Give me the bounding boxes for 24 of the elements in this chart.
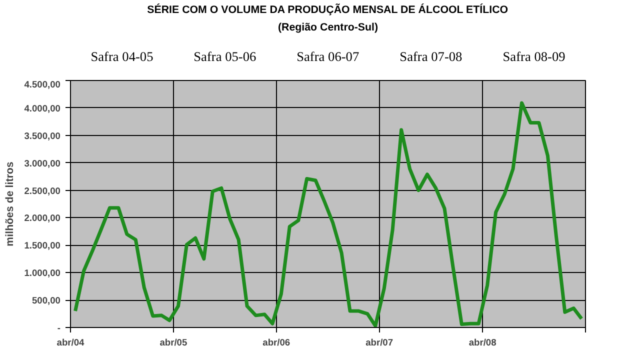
x-tick-label: abr/08 <box>468 338 496 348</box>
text: Safra 04-05 <box>90 49 154 64</box>
y-tick-label: 4.500,00 <box>24 80 60 90</box>
line-series <box>74 101 584 328</box>
y-tick-label: 4.000,00 <box>24 103 60 114</box>
y-tick-label: 500,00 <box>32 296 60 306</box>
y-tick-label: - <box>57 323 61 333</box>
text: Safra 05-06 <box>194 49 257 64</box>
x-tick-label: abr/04 <box>56 338 86 348</box>
x-tick-label: abr/05 <box>160 338 188 348</box>
x-tick-label: abr/06 <box>262 338 290 348</box>
text: Safra 07-08 <box>400 49 463 64</box>
x-tick-label: abr/07 <box>366 338 394 348</box>
y-tick-label: 3.500,00 <box>24 130 60 141</box>
chart-title: SÉRIE COM O VOLUME DA PRODUÇÃO MENSAL DE ÁLCOOL ETÍLICO <box>147 3 508 16</box>
chart-subtitle: (Região Centro-Sul) <box>278 22 378 34</box>
y-tick-label: 2.500,00 <box>24 186 60 196</box>
y-tick-label: 1.500,00 <box>24 240 60 251</box>
y-tick-label: 3.000,00 <box>24 158 60 168</box>
text: Safra 06-07 <box>296 49 360 64</box>
y-tick-label: 1.000,00 <box>24 268 60 278</box>
text: Safra 08-09 <box>502 49 566 64</box>
y-axis-title: milhões de litros <box>4 162 16 246</box>
y-tick-label: 2.000,00 <box>24 213 60 224</box>
